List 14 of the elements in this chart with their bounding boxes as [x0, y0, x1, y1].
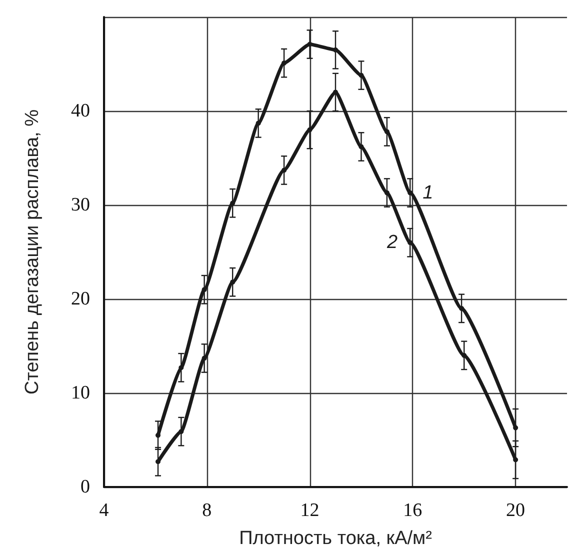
y-tick-label: 0 [80, 476, 90, 498]
y-tick-label: 30 [71, 194, 90, 216]
y-tick-label: 10 [71, 382, 90, 404]
y-tick-label: 40 [71, 100, 90, 122]
y-axis-title: Степень дегазации расплава, % [22, 109, 43, 394]
x-tick-label: 16 [403, 500, 422, 521]
x-axis-title: Плотность тока, кА/м² [239, 528, 432, 549]
x-tick-label: 20 [506, 500, 526, 521]
x-tick-label: 8 [202, 500, 212, 521]
x-tick-label: 12 [300, 500, 320, 521]
series-label: 2 [386, 232, 398, 254]
series-label: 1 [422, 182, 434, 204]
x-tick-label: 4 [99, 500, 110, 521]
y-tick-label: 20 [71, 288, 90, 310]
